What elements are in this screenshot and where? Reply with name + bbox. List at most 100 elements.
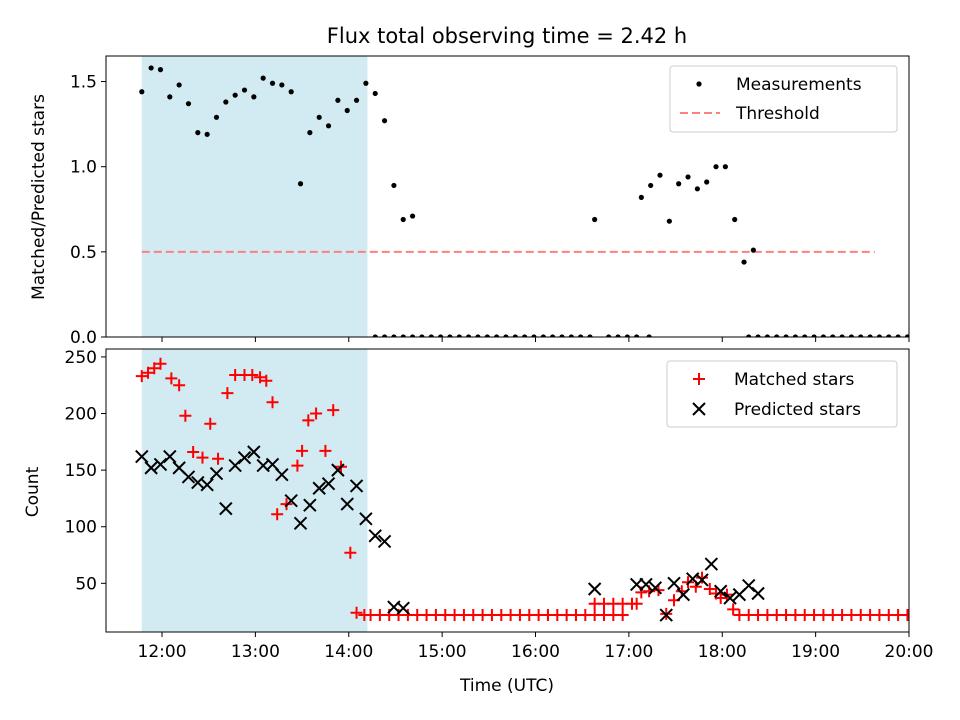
legend-matched-label: Matched stars [734, 370, 854, 390]
measurement-point [783, 334, 789, 337]
bottom-y-tick-label: 100 [65, 518, 97, 538]
predicted-star-point [181, 470, 196, 484]
predicted-star-point [704, 557, 719, 571]
top-panel: 0.0 0.5 1.0 1.5 Matched/Predicted stars Mea… [29, 55, 929, 348]
measurement-point [251, 94, 257, 100]
measurement-point [924, 334, 929, 339]
measurement-point [465, 334, 472, 337]
legend-predicted-marker [692, 402, 706, 416]
measurement-point [858, 334, 864, 337]
measurement-point [638, 194, 644, 200]
measurement-point [746, 334, 752, 337]
matched-star-point [135, 370, 148, 383]
measurement-point [437, 334, 444, 337]
top-y-axis-label: Matched/Predicted stars [29, 94, 49, 300]
matched-star-point [920, 609, 932, 621]
matched-star-point [727, 603, 740, 616]
measurement-point [876, 334, 883, 337]
measurement-point [592, 216, 598, 223]
matched-star-point [196, 451, 209, 464]
top-y-tick-label: 1.0 [70, 158, 97, 178]
predicted-star-point [209, 466, 224, 481]
measurement-point [578, 334, 584, 337]
matched-star-point [310, 407, 323, 420]
measurement-point [764, 334, 770, 337]
predicted-star-point [303, 498, 317, 512]
measurement-point [867, 334, 873, 337]
matched-star-point [350, 606, 363, 619]
predicted-star-point [659, 608, 673, 622]
x-axis-label: Time (UTC) [459, 676, 554, 696]
measurement-point [559, 334, 565, 337]
measurement-point [914, 334, 919, 339]
measurement-point [185, 101, 192, 107]
measurement-point [176, 82, 182, 88]
matched-star-point [154, 357, 167, 370]
measurement-point [666, 218, 672, 224]
measurement-point [241, 87, 248, 93]
predicted-star-point [247, 445, 261, 459]
measurement-point [372, 334, 378, 337]
matched-star-point [179, 409, 192, 422]
predicted-star-point [219, 501, 233, 516]
predicted-star-point [713, 584, 728, 598]
measurement-point [447, 334, 453, 337]
measurement-point [811, 334, 817, 337]
measurement-point [335, 97, 341, 103]
measurement-point [400, 334, 406, 337]
measurement-point [713, 164, 719, 170]
bottom-y-tick-label: 250 [65, 348, 97, 368]
bottom-panel: 50 100 150 200 250 12:00 13:00 14:00 15:00 16:00… [23, 348, 960, 662]
predicted-star-point [676, 587, 691, 602]
measurement-point [615, 334, 621, 337]
matched-star-point [254, 371, 267, 384]
bottom-legend-box [666, 360, 898, 428]
matched-star-point [165, 372, 178, 385]
measurement-point [428, 334, 434, 337]
measurement-point [213, 114, 220, 120]
matched-star-point [212, 452, 225, 465]
measurement-point [363, 80, 369, 86]
matched-star-point [901, 609, 909, 622]
measurement-point [391, 334, 397, 337]
measurement-point [297, 181, 304, 187]
predicted-star-point [695, 573, 709, 587]
top-legend: Measurements Threshold [669, 65, 898, 133]
measurement-point [419, 334, 425, 337]
matched-star-point [948, 609, 960, 621]
bottom-y-tick-label: 150 [65, 461, 97, 481]
measurement-point [372, 90, 378, 97]
measurement-point [512, 334, 518, 337]
measurement-point [409, 213, 416, 219]
measurement-point [223, 99, 229, 105]
bottom-y-tick-label: 50 [75, 574, 97, 594]
matched-star-point [221, 387, 234, 400]
measurement-point [540, 334, 546, 337]
matched-star-point [616, 609, 629, 622]
x-tick-label: 17:00 [604, 642, 653, 662]
predicted-star-point [331, 463, 345, 477]
matched-star-point [148, 362, 161, 375]
bottom-y-tick-label: 200 [65, 405, 97, 425]
measurement-point [148, 65, 154, 71]
matched-star-point [630, 597, 643, 610]
measurement-point [750, 247, 756, 253]
measurement-point [774, 334, 780, 337]
predicted-star-point [275, 467, 289, 482]
measurement-point [400, 216, 406, 223]
measurement-point [456, 334, 462, 337]
predicted-star-point [587, 582, 602, 596]
measurement-point [381, 118, 388, 124]
predicted-star-point [359, 512, 373, 526]
matched-star-point [296, 444, 309, 457]
measurement-point [232, 92, 238, 98]
measurement-point [634, 334, 640, 337]
matched-star-point [319, 444, 332, 457]
measurement-point [848, 334, 855, 337]
legend-predicted-label: Predicted stars [734, 400, 861, 420]
x-tick-label: 12:00 [138, 642, 187, 662]
top-y-tick-label: 0.0 [70, 328, 97, 348]
measurement-point [157, 67, 164, 73]
predicted-star-point [284, 493, 298, 508]
measurement-point [657, 172, 663, 178]
